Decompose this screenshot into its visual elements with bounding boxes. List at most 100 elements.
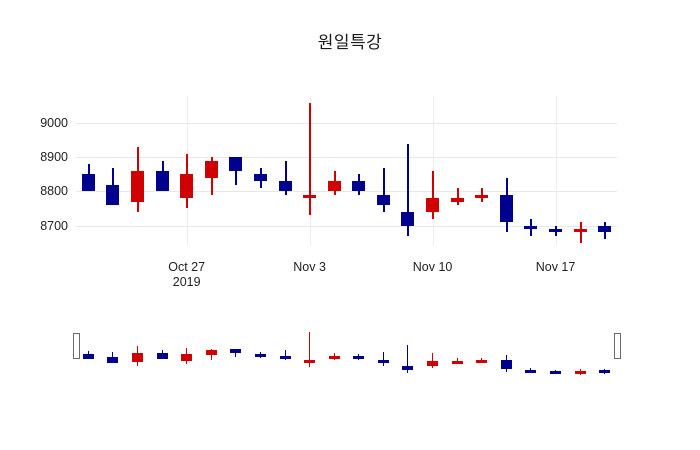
candle-wick bbox=[382, 167, 385, 212]
candlestick[interactable] bbox=[328, 96, 341, 246]
candlestick[interactable] bbox=[82, 96, 95, 246]
navigator-candlestick bbox=[575, 330, 586, 376]
navigator-candle-wick bbox=[284, 349, 287, 361]
candle-wick bbox=[234, 157, 237, 185]
navigator-candle-wick bbox=[234, 348, 237, 358]
navigator-candle-wick bbox=[456, 358, 459, 364]
candle-body bbox=[500, 194, 513, 223]
candlestick[interactable] bbox=[303, 96, 316, 246]
gridline-vertical bbox=[433, 96, 434, 246]
navigator-candle-body bbox=[255, 354, 266, 358]
navigator-candle-wick bbox=[480, 358, 483, 363]
x-axis-tick-label: Nov 17 bbox=[535, 260, 576, 274]
candle-body bbox=[205, 160, 218, 178]
gridline-vertical bbox=[187, 96, 188, 246]
x-axis-tick-label: Oct 27 2019 bbox=[168, 260, 206, 289]
navigator-candlestick bbox=[525, 330, 536, 376]
candle-body bbox=[279, 181, 292, 192]
navigator-candle-body bbox=[525, 369, 536, 373]
candlestick[interactable] bbox=[475, 96, 488, 246]
navigator-candle-wick bbox=[308, 332, 311, 367]
chart-title: 원일특강 bbox=[317, 33, 383, 52]
candlestick[interactable] bbox=[500, 96, 513, 246]
candlestick[interactable] bbox=[598, 96, 611, 246]
navigator-candlestick bbox=[501, 330, 512, 376]
navigator-candlestick bbox=[550, 330, 561, 376]
navigator-candlestick bbox=[599, 330, 610, 376]
candlestick[interactable] bbox=[377, 96, 390, 246]
navigator-candlestick bbox=[353, 330, 364, 376]
candlestick[interactable] bbox=[426, 96, 439, 246]
candlestick[interactable] bbox=[549, 96, 562, 246]
candlestick[interactable] bbox=[131, 96, 144, 246]
candle-body bbox=[598, 225, 611, 233]
y-axis-tick-label: 8900 bbox=[40, 150, 68, 165]
candle-body bbox=[254, 174, 267, 182]
candlestick[interactable] bbox=[524, 96, 537, 246]
range-navigator[interactable] bbox=[76, 330, 617, 376]
navigator-candle-body bbox=[427, 361, 438, 366]
navigator-candle-body bbox=[378, 360, 389, 364]
y-axis-tick-label: 9000 bbox=[40, 116, 68, 131]
navigator-candlestick bbox=[83, 330, 94, 376]
y-axis-tick-label: 8800 bbox=[40, 184, 68, 199]
candle-body bbox=[475, 194, 488, 199]
candle-wick bbox=[456, 188, 459, 206]
navigator-candle-body bbox=[157, 353, 168, 360]
candle-body bbox=[549, 228, 562, 233]
candle-body bbox=[229, 157, 242, 171]
navigator-candlestick bbox=[157, 330, 168, 376]
x-axis-tick-label: Nov 3 bbox=[293, 260, 326, 274]
candle-body bbox=[524, 225, 537, 229]
x-axis-tick-label: Nov 10 bbox=[412, 260, 453, 274]
candlestick[interactable] bbox=[205, 96, 218, 246]
navigator-candle-body bbox=[402, 365, 413, 370]
candle-body bbox=[303, 194, 316, 199]
navigator-candle-body bbox=[329, 356, 340, 360]
candle-wick bbox=[431, 171, 434, 219]
navigator-candlestick bbox=[255, 330, 266, 376]
navigator-candle-body bbox=[452, 361, 463, 365]
navigator-candle-body bbox=[353, 356, 364, 360]
candlestick[interactable] bbox=[451, 96, 464, 246]
candlestick[interactable] bbox=[574, 96, 587, 246]
range-start-handle[interactable] bbox=[73, 333, 80, 359]
navigator-candle-body bbox=[304, 360, 315, 364]
candle-body bbox=[156, 171, 169, 192]
navigator-candlestick bbox=[132, 330, 143, 376]
candle-body bbox=[401, 211, 414, 226]
navigator-candle-wick bbox=[431, 353, 434, 368]
candlestick[interactable] bbox=[279, 96, 292, 246]
navigator-candle-body bbox=[83, 354, 94, 360]
navigator-candle-body bbox=[280, 356, 291, 360]
navigator-candlestick bbox=[230, 330, 241, 376]
candlestick[interactable] bbox=[401, 96, 414, 246]
gridline-horizontal bbox=[76, 157, 617, 159]
navigator-candlestick bbox=[107, 330, 118, 376]
candlestick[interactable] bbox=[106, 96, 119, 246]
gridline-vertical bbox=[556, 96, 557, 246]
candle-body bbox=[352, 181, 365, 192]
range-end-handle[interactable] bbox=[614, 333, 621, 359]
navigator-candle-body bbox=[107, 357, 118, 364]
navigator-candlestick bbox=[476, 330, 487, 376]
candle-wick bbox=[406, 143, 409, 236]
navigator-candle-body bbox=[575, 370, 586, 374]
gridline-horizontal bbox=[76, 191, 617, 193]
navigator-candle-body bbox=[599, 369, 610, 373]
navigator-candlestick bbox=[452, 330, 463, 376]
candle-body bbox=[328, 181, 341, 192]
navigator-candle-body bbox=[230, 348, 241, 353]
candlestick[interactable] bbox=[254, 96, 267, 246]
navigator-candle-body bbox=[181, 354, 192, 362]
gridline-vertical bbox=[310, 96, 311, 246]
navigator-candlestick bbox=[378, 330, 389, 376]
candlestick[interactable] bbox=[156, 96, 169, 246]
candle-body bbox=[574, 228, 587, 233]
candlestick[interactable] bbox=[352, 96, 365, 246]
candlestick[interactable] bbox=[180, 96, 193, 246]
candlestick[interactable] bbox=[229, 96, 242, 246]
navigator-candlestick bbox=[280, 330, 291, 376]
candle-wick bbox=[284, 160, 287, 195]
